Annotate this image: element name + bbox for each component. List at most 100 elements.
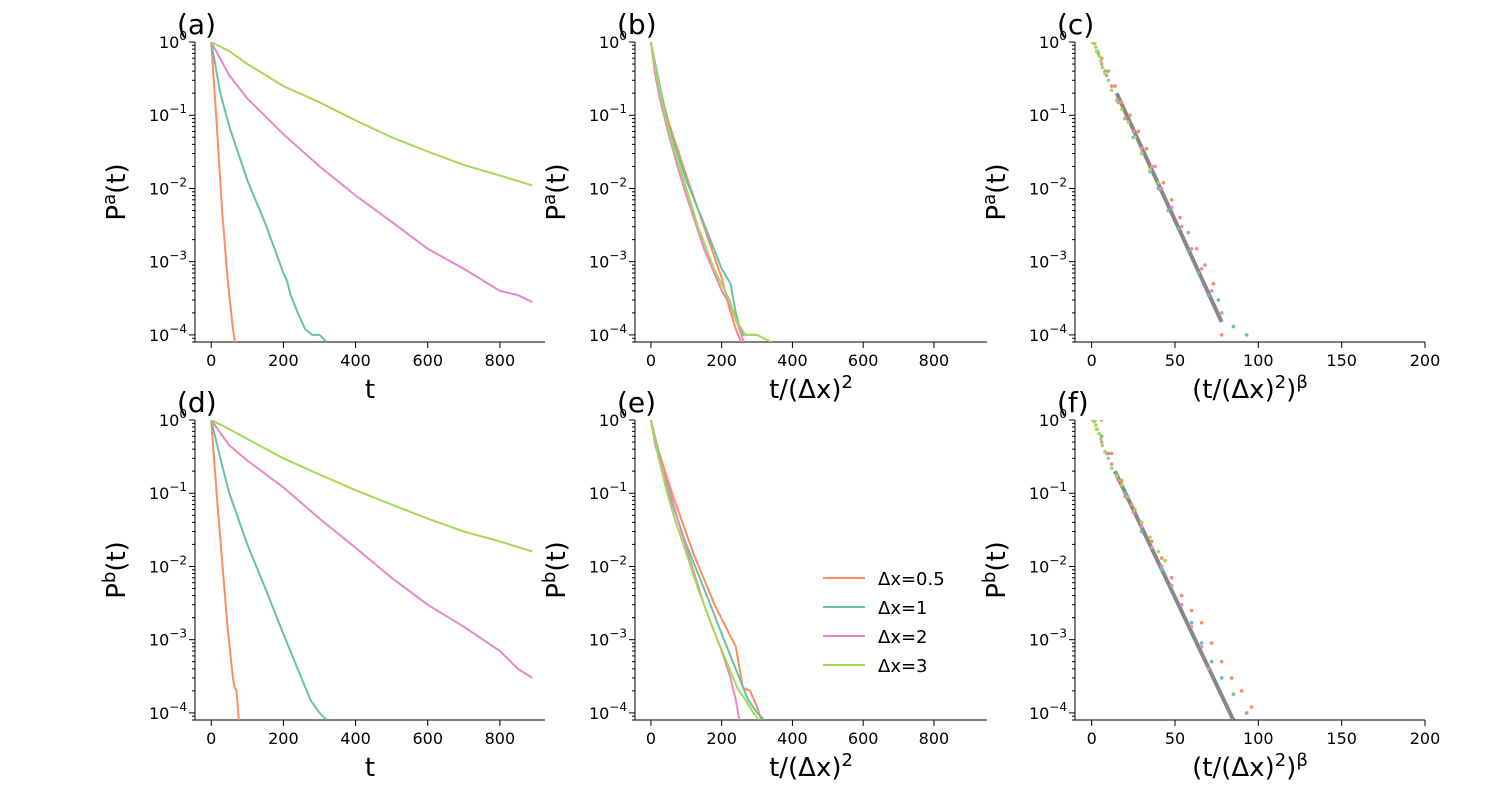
data-point-dx2 <box>1169 583 1174 588</box>
plot-area <box>1090 42 1249 337</box>
y-tick-label: 10−2 <box>589 553 627 576</box>
data-point-dx1 <box>1231 324 1236 329</box>
y-tick-label: 10−2 <box>1029 175 1067 198</box>
data-point-dx2 <box>1139 524 1144 529</box>
x-tick-label: 150 <box>1326 729 1357 748</box>
fit-line <box>1114 92 1224 323</box>
data-point-dx05 <box>1219 659 1224 664</box>
data-point-dx3 <box>1094 45 1098 49</box>
data-point-dx2 <box>1116 478 1121 483</box>
data-point-dx05 <box>1099 56 1104 61</box>
y-tick-label: 10−1 <box>149 102 187 125</box>
data-point-dx1 <box>1231 692 1236 697</box>
data-point-dx1 <box>1209 659 1214 664</box>
data-point-dx2 <box>1123 116 1127 121</box>
data-point-dx1 <box>1206 293 1211 297</box>
data-point-dx2 <box>1189 624 1194 629</box>
x-tick-label: 100 <box>1243 351 1274 370</box>
x-tick-label: 200 <box>706 729 737 748</box>
data-point-dx2 <box>1206 667 1211 671</box>
data-point-dx3 <box>1119 483 1124 487</box>
data-point-dx05 <box>1153 164 1157 169</box>
data-point-dx1 <box>1139 529 1144 534</box>
data-point-dx1 <box>1216 298 1221 302</box>
data-point-dx05 <box>1178 215 1182 220</box>
x-tick-label: 200 <box>1410 351 1441 370</box>
series-line-dx3 <box>210 42 533 187</box>
x-axis-label: (t/(Δx)2)β <box>1192 372 1308 405</box>
data-point-dx3 <box>1148 167 1152 172</box>
data-point-dx1 <box>1196 271 1201 275</box>
data-point-dx3 <box>1100 65 1105 70</box>
panel-label: (c) <box>1057 8 1094 41</box>
data-point-dx3 <box>1097 53 1101 58</box>
x-tick-label: 0 <box>1087 351 1097 370</box>
data-point-dx3 <box>1097 431 1101 436</box>
series-line-dx1 <box>210 42 328 342</box>
series-line-dx05 <box>210 420 240 720</box>
data-point-dx05 <box>1199 621 1204 625</box>
data-point-dx3 <box>1133 507 1137 512</box>
data-point-dx05 <box>1109 451 1114 456</box>
series-line-dx2 <box>210 420 533 679</box>
y-tick-label: 10−4 <box>149 700 187 723</box>
x-tick-label: 50 <box>1165 351 1185 370</box>
fit-line <box>1113 470 1236 720</box>
x-tick-label: 0 <box>206 351 216 370</box>
data-point-dx3 <box>1092 420 1096 424</box>
data-point-dx3 <box>1103 71 1107 76</box>
y-tick-label: 10−4 <box>149 322 187 345</box>
data-point-dx05 <box>1129 502 1134 507</box>
data-point-dx05 <box>1194 246 1199 251</box>
data-point-dx2 <box>1139 146 1144 151</box>
y-tick-label: 10−4 <box>589 322 627 345</box>
data-point-dx05 <box>1219 333 1224 337</box>
x-tick-label: 800 <box>485 351 516 370</box>
series-line-dx2 <box>649 42 745 342</box>
series-line-dx3 <box>210 420 533 553</box>
data-point-dx3 <box>1099 59 1103 63</box>
x-tick-label: 800 <box>919 729 950 748</box>
data-point-dx05 <box>1161 180 1166 185</box>
data-point-dx3 <box>1099 437 1103 441</box>
x-tick-label: 400 <box>777 729 808 748</box>
data-point-dx05 <box>1189 608 1194 613</box>
legend-label: Δx=3 <box>878 656 928 677</box>
data-point-dx3 <box>1103 449 1107 454</box>
x-tick-label: 200 <box>268 729 299 748</box>
data-point-dx05 <box>1119 478 1124 483</box>
data-point-dx3 <box>1092 42 1096 46</box>
plot-area <box>649 42 772 342</box>
y-tick-label: 10−3 <box>1029 627 1067 650</box>
panel-label: (a) <box>177 8 216 41</box>
data-point-dx05 <box>1099 420 1104 422</box>
data-point-dx2 <box>1131 129 1136 134</box>
series-line-dx2 <box>210 42 533 304</box>
data-point-dx2 <box>1123 494 1127 499</box>
x-axis-label: t/(Δx)2 <box>769 372 853 405</box>
y-tick-label: 10−1 <box>1029 480 1067 503</box>
data-point-dx05 <box>1113 84 1117 88</box>
data-point-dx05 <box>1149 539 1154 544</box>
y-axis-label: Pa(t) <box>99 163 132 220</box>
legend-label: Δx=0.5 <box>878 569 945 590</box>
data-point-dx3 <box>1133 135 1137 140</box>
x-tick-label: 800 <box>919 351 950 370</box>
y-tick-label: 10−3 <box>149 249 187 272</box>
x-tick-label: 400 <box>777 351 808 370</box>
data-point-dx05 <box>1249 705 1254 709</box>
y-tick-label: 10−4 <box>589 700 627 723</box>
x-tick-label: 600 <box>848 351 879 370</box>
y-tick-label: 10−4 <box>1029 322 1067 345</box>
data-point-dx2 <box>1131 510 1136 515</box>
data-point-dx2 <box>1159 564 1164 569</box>
data-point-dx2 <box>1149 164 1154 169</box>
data-point-dx2 <box>1219 311 1224 315</box>
plot-area <box>210 42 533 342</box>
data-point-dx2 <box>1159 186 1164 191</box>
series-line-dx05 <box>210 42 237 342</box>
